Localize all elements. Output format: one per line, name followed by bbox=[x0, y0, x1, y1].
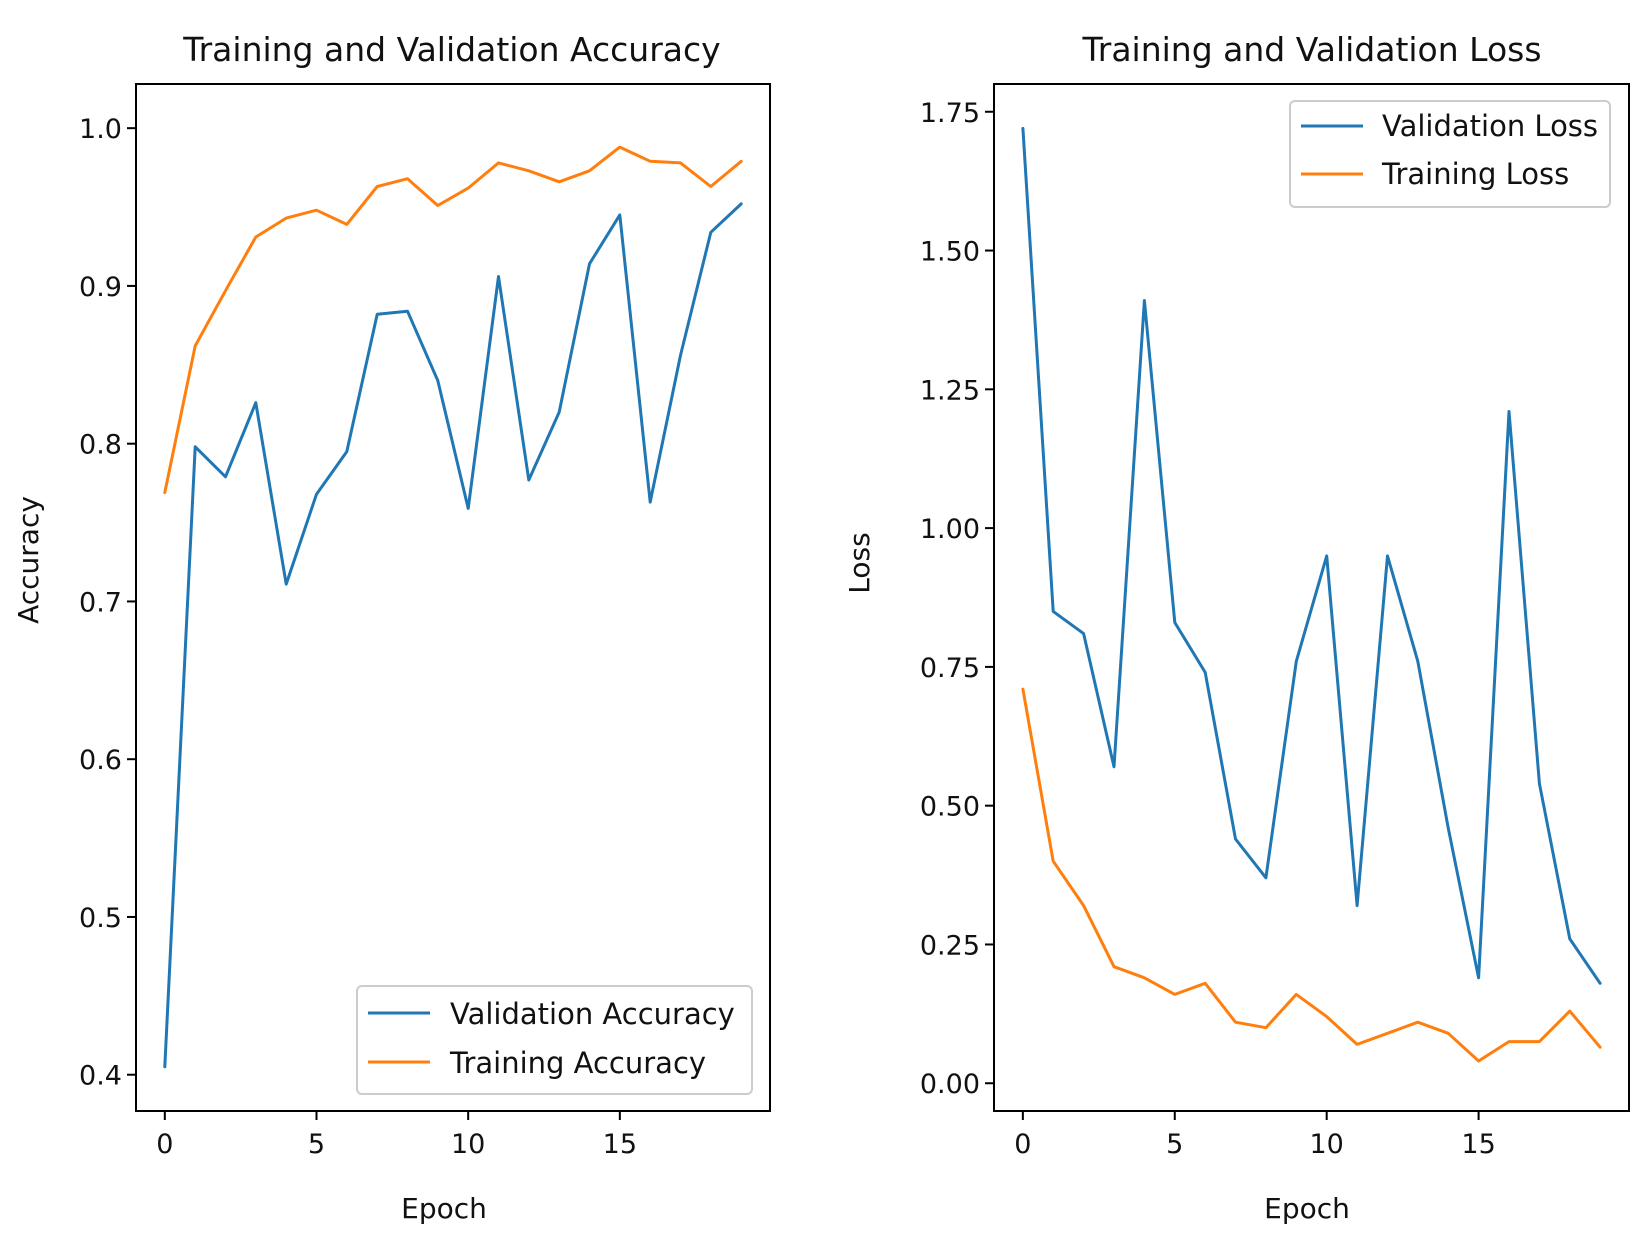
x-tick-label: 5 bbox=[308, 1129, 325, 1160]
y-tick-label: 0.8 bbox=[79, 430, 122, 461]
x-tick-label: 0 bbox=[156, 1129, 173, 1160]
axes-frame bbox=[135, 83, 771, 1112]
legend-box bbox=[1289, 100, 1611, 208]
axes-frame bbox=[993, 83, 1630, 1112]
accuracy-chart: Training and Validation Accuracy Epoch A… bbox=[12, 30, 771, 1225]
legend-label-training-accuracy: Training Accuracy bbox=[449, 1046, 706, 1080]
y-axis-label: Accuracy bbox=[12, 496, 45, 624]
x-tick-label: 0 bbox=[1014, 1129, 1031, 1160]
training-accuracy-line bbox=[163, 145, 743, 495]
series-group bbox=[163, 145, 743, 1069]
y-tick-label: 0.5 bbox=[79, 903, 122, 934]
legend-label-validation-loss: Validation Loss bbox=[1382, 109, 1598, 143]
x-tick-label: 10 bbox=[451, 1129, 485, 1160]
y-tick-label: 1.0 bbox=[79, 114, 122, 145]
legend-label-training-loss: Training Loss bbox=[1381, 157, 1569, 191]
tick-group: 0 5 10 15 0.00 0.25 0.50 0.75 1.00 1.25 1.50 1.75 bbox=[920, 98, 1496, 1160]
y-tick-label: 0.4 bbox=[79, 1061, 122, 1092]
y-tick-label: 0.7 bbox=[79, 587, 122, 618]
training-loss-line bbox=[1021, 687, 1602, 1063]
y-tick-label: 1.00 bbox=[920, 514, 980, 545]
y-tick-label: 0.25 bbox=[920, 930, 980, 961]
tick-group: 0 5 10 15 0.4 0.5 0.6 0.7 0.8 0.9 1.0 bbox=[79, 114, 637, 1160]
legend-label-validation-accuracy: Validation Accuracy bbox=[450, 997, 735, 1031]
legend: Validation Loss Training Loss bbox=[1289, 100, 1611, 208]
x-tick-label: 15 bbox=[1461, 1129, 1495, 1160]
legend-box bbox=[356, 985, 753, 1095]
legend: Validation Accuracy Training Accuracy bbox=[356, 985, 753, 1095]
x-tick-label: 15 bbox=[603, 1129, 637, 1160]
x-tick-label: 10 bbox=[1310, 1129, 1344, 1160]
x-axis-label: Epoch bbox=[401, 1192, 487, 1225]
y-tick-label: 0.6 bbox=[79, 745, 122, 776]
y-tick-label: 1.50 bbox=[920, 237, 980, 268]
x-axis-label: Epoch bbox=[1264, 1192, 1350, 1225]
y-tick-label: 0.50 bbox=[920, 792, 980, 823]
loss-chart: Training and Validation Loss Epoch Loss … bbox=[843, 30, 1630, 1225]
y-tick-label: 0.75 bbox=[920, 653, 980, 684]
series-group bbox=[1021, 126, 1602, 1063]
validation-accuracy-line bbox=[163, 202, 743, 1069]
y-tick-label: 0.00 bbox=[920, 1069, 980, 1100]
x-tick-label: 5 bbox=[1166, 1129, 1183, 1160]
chart-title: Training and Validation Loss bbox=[1081, 30, 1541, 69]
y-tick-label: 1.25 bbox=[920, 375, 980, 406]
chart-title: Training and Validation Accuracy bbox=[182, 30, 720, 69]
y-tick-label: 1.75 bbox=[920, 98, 980, 129]
validation-loss-line bbox=[1021, 126, 1602, 985]
y-axis-label: Loss bbox=[843, 532, 876, 593]
y-tick-label: 0.9 bbox=[79, 272, 122, 303]
